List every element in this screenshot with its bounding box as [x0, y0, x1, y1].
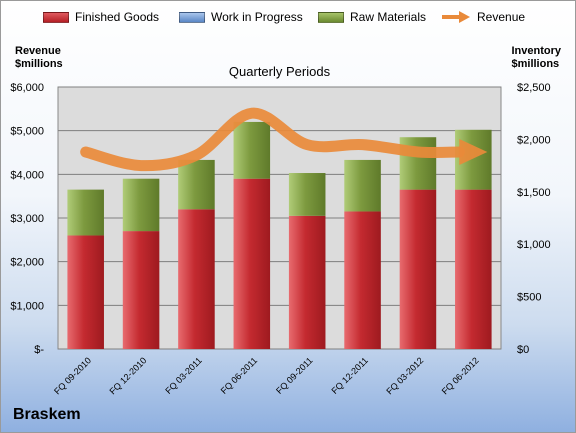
legend-item-raw-materials: Raw Materials	[318, 10, 426, 24]
left-tick-label: $5,000	[10, 126, 44, 138]
legend: Finished Goods Work in Progress Raw Mate…	[13, 10, 563, 32]
bar-raw-materials	[344, 159, 381, 212]
category-label: FQ 03-2012	[384, 355, 425, 396]
left-axis-title-line1: Revenue	[15, 45, 61, 57]
bar-finished-goods	[178, 209, 215, 349]
category-label: FQ 12-2010	[107, 355, 148, 396]
legend-item-revenue: Revenue	[441, 10, 525, 24]
revenue-line	[80, 107, 465, 172]
category-label: FQ 03-2011	[163, 355, 204, 396]
legend-arrow-revenue	[442, 11, 470, 23]
legend-swatch-raw-materials	[318, 11, 344, 23]
legend-label-revenue: Revenue	[477, 10, 526, 24]
legend-swatch-finished-goods	[43, 11, 69, 23]
bar-raw-materials	[122, 178, 160, 232]
right-axis-title: Inventory $millions	[511, 45, 561, 71]
legend-item-finished-goods: Finished Goods	[43, 10, 159, 24]
bar-raw-materials	[288, 173, 326, 216]
bar-finished-goods	[122, 231, 160, 349]
right-tick-label: $1,000	[517, 239, 551, 251]
left-tick-label: $1,000	[10, 300, 44, 312]
right-tick-label: $500	[517, 292, 541, 304]
right-tick-label: $2,000	[517, 134, 551, 146]
bar-raw-materials	[233, 121, 271, 179]
bar-raw-materials	[178, 159, 215, 210]
chart-title: Quarterly Periods	[229, 64, 331, 79]
right-axis-title-line1: Inventory	[511, 45, 561, 57]
left-tick-label: $4,000	[10, 169, 44, 181]
category-label: FQ 12-2011	[329, 355, 370, 396]
bar-finished-goods	[288, 215, 326, 349]
left-tick-label: $2,000	[10, 257, 44, 269]
left-axis-title-line2: $millions	[15, 58, 63, 70]
right-tick-label: $0	[517, 344, 529, 356]
legend-item-work-in-progress: Work in Progress	[179, 10, 303, 24]
category-label: FQ 09-2010	[52, 355, 93, 396]
company-name: Braskem	[13, 406, 81, 423]
category-label: FQ 06-2011	[219, 355, 260, 396]
legend-label-raw-materials: Raw Materials	[350, 10, 427, 24]
right-tick-label: $1,500	[517, 187, 551, 199]
bar-finished-goods	[455, 189, 492, 349]
legend-label-finished-goods: Finished Goods	[75, 10, 160, 24]
bar-finished-goods	[399, 189, 437, 349]
category-label: FQ 09-2011	[274, 355, 315, 396]
left-tick-label: $-	[34, 344, 44, 356]
bar-finished-goods	[233, 178, 271, 349]
legend-label-work-in-progress: Work in Progress	[211, 10, 303, 24]
left-axis-title: Revenue $millions	[15, 45, 63, 71]
category-label: FQ 06-2012	[440, 355, 481, 396]
revenue-arrowhead	[459, 138, 488, 165]
legend-swatch-work-in-progress	[179, 11, 205, 23]
right-axis-title-line2: $millions	[511, 58, 560, 70]
bar-raw-materials	[67, 189, 104, 236]
bar-finished-goods	[344, 211, 381, 349]
bar-finished-goods	[67, 235, 104, 349]
left-tick-label: $6,000	[10, 82, 44, 94]
left-tick-label: $3,000	[10, 213, 44, 225]
right-tick-label: $2,500	[517, 82, 551, 94]
